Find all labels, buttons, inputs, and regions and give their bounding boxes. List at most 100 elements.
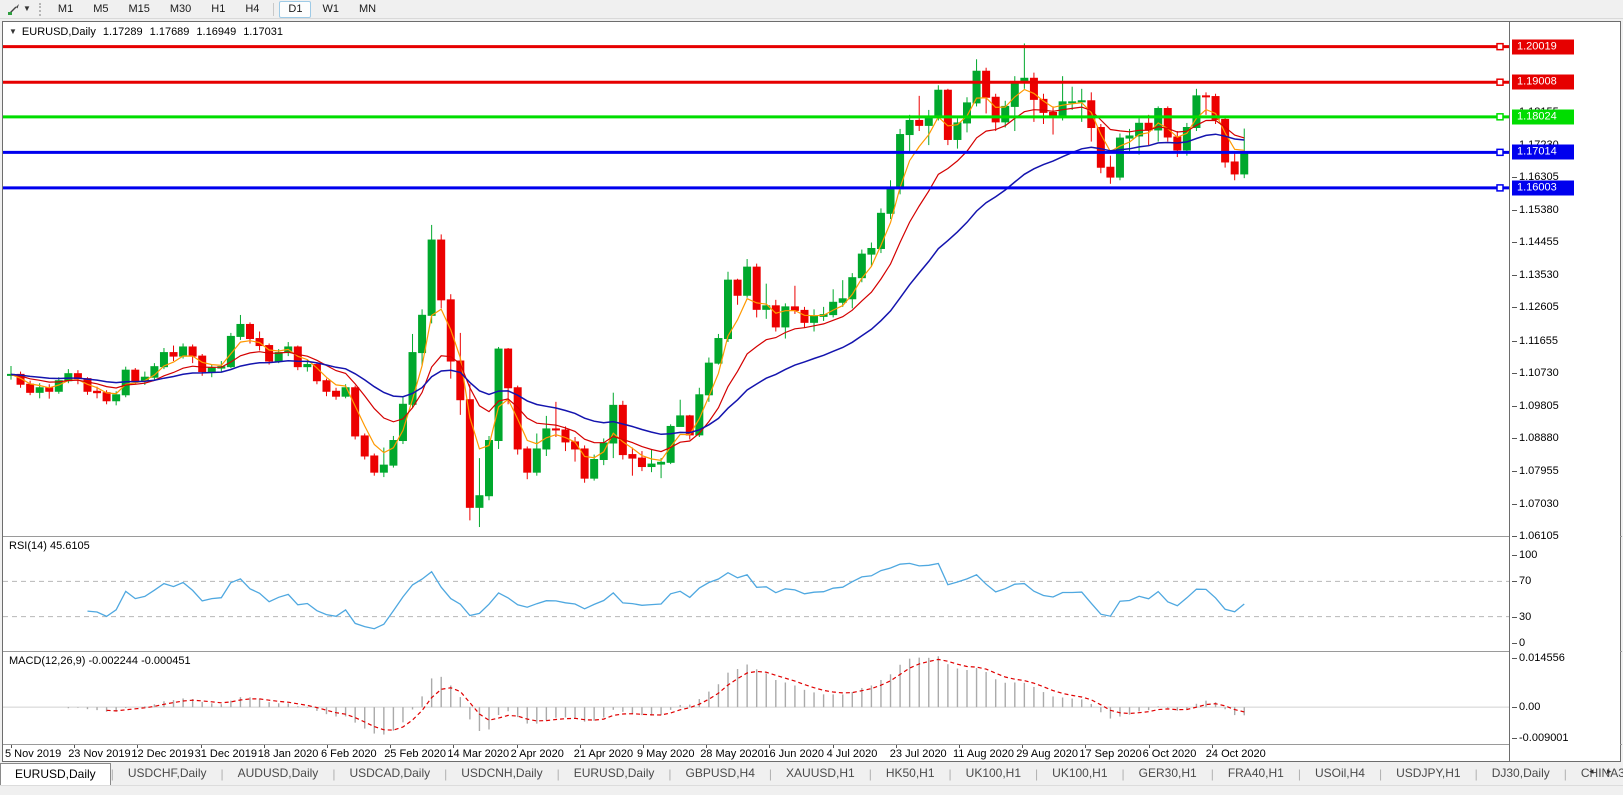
date-tick [1085,745,1087,748]
chevron-down-icon: ▼ [23,4,31,13]
status-strip [0,785,1623,795]
date-tick [390,745,392,748]
date-label: 16 Jun 2020 [763,748,824,760]
date-tick [200,745,202,748]
date-label: 9 May 2020 [637,748,695,760]
date-tick [832,745,834,748]
date-tick [769,745,771,748]
price-chart-pane[interactable]: ▼ EURUSD,Daily 1.17289 1.17689 1.16949 1… [3,22,1509,536]
timeframe-button-m5[interactable]: M5 [93,2,109,15]
timeframe-button-h1[interactable]: H1 [211,2,226,15]
symbol-tab-eurusd-daily[interactable]: EURUSD,Daily [0,763,111,785]
date-label: 12 Dec 2019 [131,748,194,760]
chart-menu-icon[interactable]: ▼ [9,27,17,36]
date-tick [706,745,708,748]
price-line-badge: 1.18024 [1512,109,1574,125]
date-label: 6 Feb 2020 [321,748,377,760]
rsi-level-label: 100 [1511,549,1538,561]
date-tick [11,745,12,748]
candlestick-chart[interactable] [3,22,1509,536]
cursor-tool-icon [8,4,19,15]
symbol-tab-usdcnh-daily[interactable]: USDCNH,Daily [461,766,543,780]
timeframe-button-m30[interactable]: M30 [169,2,192,15]
date-label: 25 Feb 2020 [384,748,446,760]
date-label: 23 Nov 2019 [68,748,131,760]
symbol-tab-fra40-h1[interactable]: FRA40,H1 [1227,766,1284,780]
symbol-tab-uk100-h1[interactable]: UK100,H1 [1052,766,1108,780]
price-tick-label: 1.07030 [1512,497,1559,510]
ohlc-close: 1.17031 [243,26,283,38]
symbol-tab-xauusd-h1[interactable]: XAUUSD,H1 [786,766,855,780]
cursor-tool-button[interactable]: ▼ [3,2,35,16]
symbol-tab-hk50-h1[interactable]: HK50,H1 [885,766,935,780]
tab-scroll-right-button[interactable]: ▸ [1607,766,1612,776]
price-tick-label: 1.13530 [1512,268,1559,281]
timeframe-button-h4[interactable]: H4 [245,2,260,15]
date-axis[interactable]: 5 Nov 2019 23 Nov 2019 12 Dec 2019 31 Dec 2… [3,745,1509,761]
timeframe-button-d1[interactable]: D1 [279,0,312,18]
date-label: 2 Apr 2020 [510,748,564,760]
date-label: 28 May 2020 [700,748,764,760]
symbol-tab-usoil-h4[interactable]: USOil,H4 [1314,766,1365,780]
tab-separator: | [1035,767,1039,781]
symbol-tab-eurusd-daily[interactable]: EURUSD,Daily [573,766,655,780]
timeframe-button-w1[interactable]: W1 [322,2,339,15]
symbol-tab-usdchf-daily[interactable]: USDCHF,Daily [127,766,207,780]
price-tick-label: 1.11655 [1512,334,1558,347]
pane-divider[interactable] [3,651,1622,652]
price-tick-label: 1.08880 [1512,432,1559,445]
plot-column: ▼ EURUSD,Daily 1.17289 1.17689 1.16949 1… [3,22,1509,761]
date-tick [74,745,76,748]
rsi-pane[interactable]: RSI(14) 45.6105 [3,537,1509,651]
date-tick [327,745,328,748]
price-line-badge: 1.16003 [1512,180,1574,196]
date-label: 24 Oct 2020 [1205,748,1266,760]
price-tick-label: 1.06105 [1512,530,1559,542]
price-line-badge: 1.19008 [1512,74,1574,90]
tab-separator: | [868,767,872,781]
date-tick [137,745,139,748]
tab-scroll-left-button[interactable]: ◂ [1589,766,1594,776]
symbol-tab-usdjpy-h1[interactable]: USDJPY,H1 [1396,766,1461,780]
date-label: 5 Nov 2019 [5,748,62,760]
symbol-tab-ger30-h1[interactable]: GER30,H1 [1138,766,1197,780]
macd-label: MACD(12,26,9) -0.002244 -0.000451 [9,655,191,667]
timeframe-button-m1[interactable]: M1 [57,2,74,15]
symbol-tab-usdcad-daily[interactable]: USDCAD,Daily [349,766,431,780]
date-tick [263,745,265,748]
timeframe-button-m15[interactable]: M15 [128,2,150,15]
price-tick-label: 1.15380 [1512,203,1559,216]
date-label: 23 Jul 2020 [889,748,947,760]
symbol-tab-dj30-daily[interactable]: DJ30,Daily [1491,766,1550,780]
macd-level-label: -0.009001 [1512,731,1569,744]
macd-level-label: 0.00 [1511,701,1541,714]
ohlc-low: 1.16949 [196,26,237,38]
chart-frame: ▼ EURUSD,Daily 1.17289 1.17689 1.16949 1… [2,21,1622,762]
pane-divider[interactable] [3,536,1622,537]
tab-separator: | [1474,767,1478,781]
date-tick [1211,745,1213,748]
chart-symbol: EURUSD,Daily [21,26,96,38]
rsi-level-label: 30 [1511,610,1532,623]
tab-separator: | [220,767,224,781]
date-label: 6 Oct 2020 [1142,748,1197,760]
symbol-tab-audusd-daily[interactable]: AUDUSD,Daily [237,766,319,780]
rsi-chart[interactable] [3,537,1509,651]
date-label: 17 Sep 2020 [1079,748,1142,760]
macd-chart[interactable] [3,652,1509,744]
date-label: 29 Aug 2020 [1016,748,1078,760]
symbol-tab-china300-h1[interactable]: CHINA300,H1 [1580,766,1623,780]
tab-separator: | [1210,767,1214,781]
date-tick [579,745,581,748]
macd-level-label: 0.014556 [1512,651,1565,664]
symbol-tab-uk100-h1[interactable]: UK100,H1 [965,766,1022,780]
date-tick [453,745,455,748]
toolbar-drag-handle[interactable] [38,2,42,16]
ohlc-open: 1.17289 [102,26,143,38]
macd-pane[interactable]: MACD(12,26,9) -0.002244 -0.000451 [3,652,1509,744]
symbol-tab-gbpusd-h4[interactable]: GBPUSD,H4 [685,766,755,780]
date-label: 21 Apr 2020 [573,748,634,760]
tab-separator: | [556,767,560,781]
timeframe-button-mn[interactable]: MN [358,2,377,15]
